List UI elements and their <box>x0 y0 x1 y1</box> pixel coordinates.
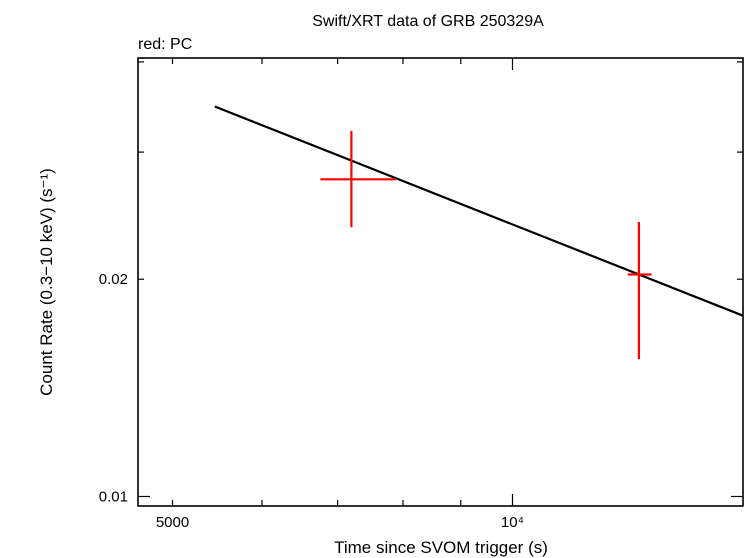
plot-frame <box>137 57 744 507</box>
y-axis-label: Count Rate (0.3−10 keV) (s⁻¹) <box>37 168 56 396</box>
data-point-0 <box>320 130 396 228</box>
model-fit <box>214 105 744 317</box>
axis-tick-labels: 5000 10⁴ 0.01 0.02 <box>99 271 524 531</box>
data-point-1 <box>627 222 652 360</box>
x-axis-label: Time since SVOM trigger (s) <box>334 538 548 557</box>
chart-subtitle: red: PC <box>138 36 192 53</box>
y-tick-label-1: 0.02 <box>99 271 128 288</box>
chart-title: Swift/XRT data of GRB 250329A <box>312 13 544 30</box>
y-tick-label-0: 0.01 <box>99 489 128 506</box>
axis-ticks <box>138 58 743 506</box>
model-line <box>214 105 744 317</box>
x-tick-label-0: 5000 <box>156 514 189 531</box>
data-points <box>320 130 652 360</box>
x-tick-label-1: 10⁴ <box>501 514 524 531</box>
